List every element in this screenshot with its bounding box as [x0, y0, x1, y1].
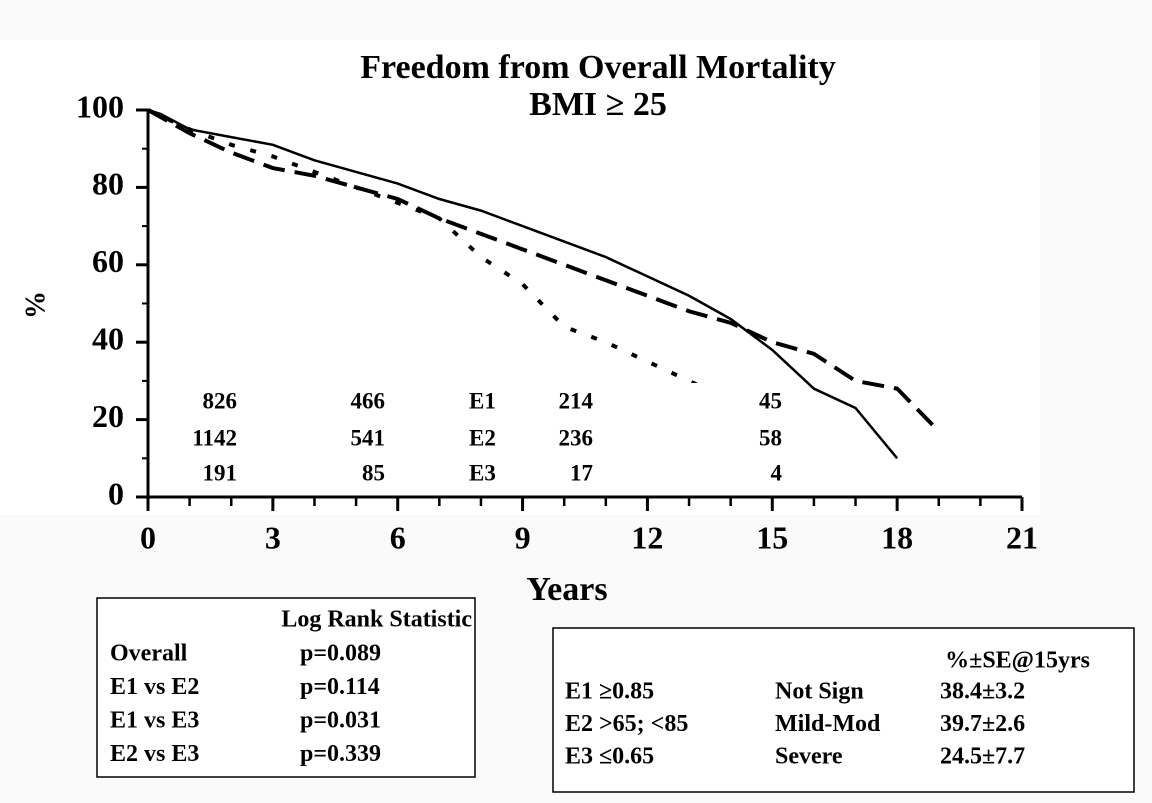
log-rank-cell: Overall	[110, 641, 188, 667]
summary-cell: 38.4±3.2	[940, 679, 1025, 705]
y-tick-label: 20	[92, 398, 124, 434]
summary-box	[552, 627, 1135, 793]
chart-subtitle: BMI ≥ 25	[529, 86, 667, 123]
at-risk-count: 466	[351, 388, 386, 413]
at-risk-count: 58	[759, 425, 782, 450]
x-tick-label: 12	[631, 519, 663, 555]
y-tick-label: 80	[92, 166, 124, 202]
log-rank-cell: p=0.089	[300, 641, 381, 667]
x-tick-label: 6	[390, 519, 406, 555]
log-rank-cell: E1 vs E2	[110, 674, 199, 700]
at-risk-count: 1142	[192, 425, 237, 450]
x-tick-label: 18	[881, 519, 913, 555]
summary-cell: E1 ≥0.85	[565, 679, 654, 705]
at-risk-count: 85	[362, 460, 385, 485]
summary-cell: E2 >65; <85	[565, 711, 688, 737]
at-risk-count: 214	[559, 388, 594, 413]
x-tick-label: 21	[1006, 519, 1038, 555]
at-risk-count: 541	[351, 425, 386, 450]
log-rank-cell: p=0.339	[300, 741, 381, 767]
log-rank-cell: p=0.031	[300, 708, 381, 734]
log-rank-cell: E1 vs E3	[110, 708, 199, 734]
at-risk-count: 17	[570, 460, 593, 485]
x-tick-label: 3	[265, 519, 281, 555]
summary-header: %±SE@15yrs	[945, 648, 1090, 674]
series-line	[147, 108, 941, 433]
summary-cell: 39.7±2.6	[940, 711, 1025, 737]
y-tick-label: 0	[108, 475, 124, 511]
summary-cell: Severe	[775, 744, 843, 770]
log-rank-cell: p=0.114	[300, 674, 380, 700]
at-risk-count: 45	[759, 388, 782, 413]
at-risk-count: 236	[559, 425, 594, 450]
y-tick-label: 60	[92, 243, 124, 279]
at-risk-group: E2	[469, 425, 496, 450]
x-tick-label: 9	[515, 519, 531, 555]
chart-title: Freedom from Overall Mortality	[360, 49, 836, 86]
log-rank-cell: E2 vs E3	[110, 741, 199, 767]
at-risk-count: 826	[203, 388, 238, 413]
summary-cell: E3 ≤0.65	[565, 744, 654, 770]
x-tick-label: 15	[756, 519, 788, 555]
summary-cell: Mild-Mod	[775, 711, 881, 737]
x-axis-label: Years	[526, 571, 607, 608]
log-rank-box	[96, 597, 476, 778]
x-tick-label: 0	[140, 519, 156, 555]
y-tick-label: 100	[76, 88, 124, 124]
at-risk-count: 4	[771, 460, 783, 485]
at-risk-group: E3	[469, 460, 496, 485]
at-risk-background	[165, 383, 805, 493]
summary-cell: 24.5±7.7	[940, 744, 1025, 770]
log-rank-title: Log Rank Statistic	[281, 607, 472, 633]
at-risk-count: 191	[203, 460, 238, 485]
at-risk-group: E1	[469, 388, 496, 413]
summary-cell: Not Sign	[775, 679, 864, 705]
y-tick-label: 40	[92, 321, 124, 357]
series-line	[147, 108, 899, 460]
y-axis-label: %	[20, 291, 51, 319]
